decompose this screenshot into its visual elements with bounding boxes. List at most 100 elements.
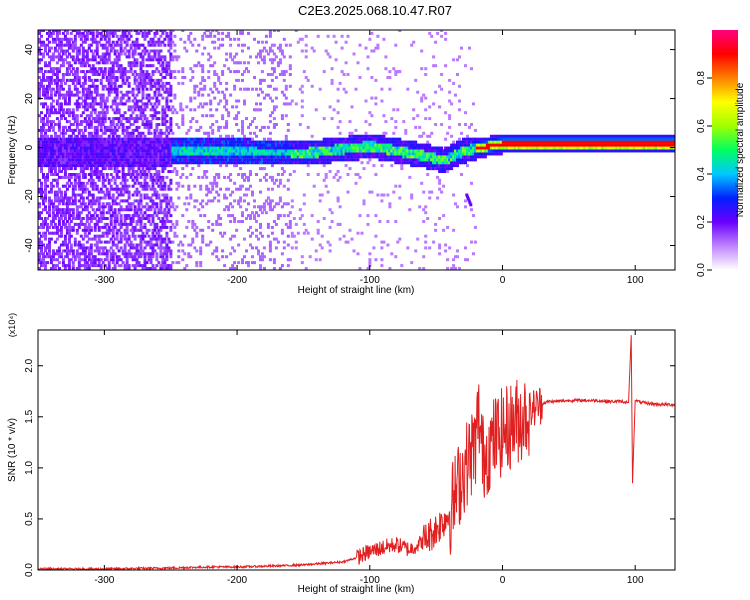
spectrogram-cell xyxy=(270,61,274,65)
spectrogram-cell xyxy=(101,225,105,229)
spectrogram-cell xyxy=(61,220,65,223)
spectrogram-cell xyxy=(103,264,107,268)
spectrogram-cell xyxy=(147,96,151,100)
spectrogram-cell xyxy=(131,146,135,150)
spectrogram-cell xyxy=(171,30,175,32)
spectrogram-cell xyxy=(40,70,43,74)
spectrogram-cell xyxy=(241,78,244,82)
spectrogram-cell xyxy=(229,193,233,197)
spectrogram-cell xyxy=(69,137,73,141)
spectrogram-cell xyxy=(115,214,119,218)
spectrogram-cell xyxy=(57,128,61,132)
spectrogram-cell xyxy=(135,158,139,162)
spectrogram-cell xyxy=(143,222,147,226)
spectrogram-cell xyxy=(87,222,91,226)
spectrogram-cell xyxy=(75,125,79,129)
spectrogram-cell xyxy=(40,58,43,62)
spectrogram-cell xyxy=(123,178,127,182)
spectrogram-cell xyxy=(155,264,159,268)
spectrogram-cell xyxy=(221,43,225,47)
spectrogram-cell xyxy=(213,40,217,44)
spectrogram-cell xyxy=(284,158,288,162)
spectrogram-cell xyxy=(75,76,79,79)
spectrogram-cell xyxy=(91,34,95,38)
spectrogram-cell xyxy=(55,123,59,126)
spectrogram-cell xyxy=(135,58,139,62)
spectrogram-cell xyxy=(330,146,334,150)
spectrogram-cell xyxy=(308,255,312,259)
spectrogram-cell xyxy=(99,137,103,141)
spectrogram-cell xyxy=(163,117,167,121)
spectrogram-cell xyxy=(65,231,69,235)
spectrogram-cell xyxy=(157,146,161,150)
spectrogram-cell xyxy=(141,252,145,256)
spectrogram-cell xyxy=(97,155,101,159)
spectrogram-cell xyxy=(179,105,183,109)
spectrogram-cell xyxy=(101,114,105,118)
spectrogram-cell xyxy=(77,149,81,153)
spectrogram-cell xyxy=(169,140,173,144)
spectrogram-cell xyxy=(99,37,103,41)
spectrogram-cell xyxy=(330,155,334,159)
spectrogram-cell xyxy=(139,155,143,159)
spectrogram-cell xyxy=(229,202,233,206)
spectrogram-cell xyxy=(79,102,83,106)
spectrogram-cell xyxy=(103,61,107,65)
spectrogram-cell xyxy=(59,78,63,82)
spectrogram-cell xyxy=(55,90,59,94)
spectrogram-cell xyxy=(143,117,147,121)
spectrogram-cell xyxy=(181,149,185,153)
spectrogram-cell xyxy=(48,211,51,215)
spectrogram-cell xyxy=(245,249,248,253)
spectrogram-cell xyxy=(71,43,75,47)
spectrogram-cell xyxy=(95,164,99,168)
spectrogram-cell xyxy=(225,164,229,168)
spectrogram-cell xyxy=(143,108,147,112)
spectrogram-cell xyxy=(159,240,163,244)
spectrogram-cell xyxy=(57,40,61,44)
spectrogram-cell xyxy=(123,255,127,259)
spectrogram-cell xyxy=(268,158,272,162)
spectrogram-cell xyxy=(286,264,290,268)
spectrogram-cell xyxy=(205,202,209,206)
spectrogram-cell xyxy=(147,120,151,124)
spectrogram-cell xyxy=(103,131,107,135)
spectrogram-cell xyxy=(340,155,344,159)
spectrogram-cell xyxy=(49,34,53,38)
spectrogram-cell xyxy=(270,161,274,165)
spectrogram-cell xyxy=(153,70,157,74)
spectrogram-cell xyxy=(296,231,300,235)
spectrogram-cell xyxy=(225,134,229,138)
spectrogram-cell xyxy=(169,240,173,244)
spectrogram-cell xyxy=(113,220,117,223)
spectrogram-cell xyxy=(44,149,47,153)
spectrogram-cell xyxy=(87,161,91,165)
spectrogram-cell xyxy=(189,158,193,162)
spectrogram-cell xyxy=(83,202,87,206)
spectrogram-cell xyxy=(135,134,139,138)
spectrogram-cell xyxy=(77,105,81,109)
spectrogram-cell xyxy=(249,214,252,218)
spectrogram-cell xyxy=(257,93,260,97)
spectrogram-cell xyxy=(95,146,99,150)
spectrogram-cell xyxy=(141,84,145,88)
spectrogram-cell xyxy=(280,149,284,153)
spectrogram-cell xyxy=(115,64,119,68)
spectrogram-cell xyxy=(153,134,157,138)
spectrogram-cell xyxy=(89,167,93,171)
spectrogram-cell xyxy=(163,67,167,71)
spectrogram-cell xyxy=(119,181,123,185)
spectrogram-cell xyxy=(89,181,93,185)
spectrogram-cell xyxy=(63,217,67,220)
spectrogram-cell xyxy=(268,258,272,262)
spectrogram-cell xyxy=(185,137,189,141)
spectrogram-cell xyxy=(127,134,131,138)
spectrogram-cell xyxy=(266,52,270,56)
spectrogram-cell xyxy=(322,217,326,220)
spectrogram-cell xyxy=(115,58,119,62)
spectrogram-cell xyxy=(107,211,111,215)
spectrogram-cell xyxy=(61,158,65,162)
spectrogram-cell xyxy=(145,125,149,129)
spectrogram-cell xyxy=(59,46,63,50)
spectrogram-cell xyxy=(83,76,87,79)
